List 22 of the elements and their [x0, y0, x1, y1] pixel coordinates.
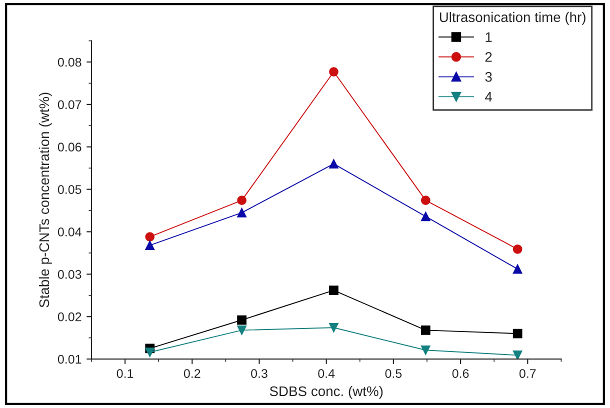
x-tick-label: 0.2	[184, 369, 200, 378]
y-tick-label: 0.01	[58, 354, 82, 364]
legend-label: 1	[486, 32, 492, 42]
x-tick-label: 0.5	[385, 369, 402, 378]
y-axis-title: Stable p-CNTs concentration (wt%)	[38, 92, 52, 308]
x-tick-label: 0.3	[251, 369, 268, 378]
y-tick-label: 0.05	[58, 185, 82, 194]
legend-label: 4	[485, 92, 492, 102]
x-tick-label: 0.4	[318, 369, 335, 378]
y-tick-label: 0.08	[58, 58, 82, 67]
legend-title: Ultrasonication time (hr)	[440, 12, 586, 25]
x-tick-label: 0.6	[452, 369, 469, 378]
x-tick-label: 0.1	[116, 369, 134, 378]
y-tick-label: 0.06	[58, 142, 82, 152]
y-tick-label: 0.07	[58, 100, 82, 110]
y-tick-label: 0.02	[58, 312, 82, 322]
legend-label: 2	[485, 52, 492, 62]
x-axis-title: SDBS conc. (wt%)	[270, 386, 383, 399]
legend-label: 3	[485, 72, 492, 82]
y-tick-label: 0.03	[58, 270, 82, 279]
x-tick-label: 0.7	[519, 369, 536, 378]
y-tick-label: 0.04	[58, 228, 82, 236]
